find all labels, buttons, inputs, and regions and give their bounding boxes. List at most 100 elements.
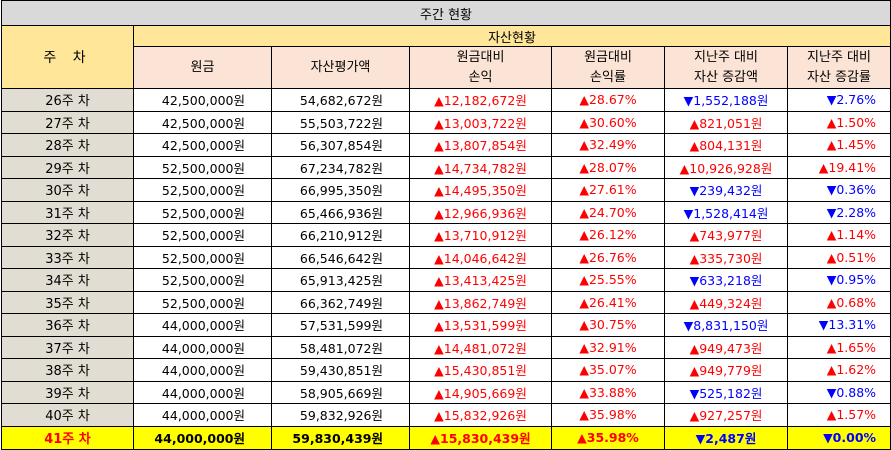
principal-cell: 42,500,000원 xyxy=(133,133,272,157)
table-row-current: 41주 차 44,000,000원 59,830,439원 ▲15,830,439원 ▲… xyxy=(1,425,891,450)
pl-rate-cell: ▲35.07% xyxy=(551,358,665,382)
table-title: 주간 현황 xyxy=(0,0,891,26)
week-cell: 37주 차 xyxy=(1,335,134,359)
weekly-change-cell: ▼525,182원 xyxy=(664,380,788,404)
pl-rate-header-line1: 원금대비 xyxy=(584,49,632,65)
week-cell: 26주 차 xyxy=(1,88,134,112)
principal-cell: 44,000,000원 xyxy=(133,403,272,427)
week-cell: 38주 차 xyxy=(1,358,134,382)
week-cell: 40주 차 xyxy=(1,403,134,427)
asset-value-cell: 58,481,072원 xyxy=(271,335,410,359)
pl-cell: ▲12,966,936원 xyxy=(409,200,552,224)
table-row: 37주 차 44,000,000원 58,481,072원 ▲14,481,072원 ▲… xyxy=(1,335,891,359)
asset-value-header: 자산평가액 xyxy=(271,46,410,89)
table-row: 32주 차 52,500,000원 66,210,912원 ▲13,710,912원 ▲… xyxy=(1,223,891,247)
weekly-change-cell: ▲804,131원 xyxy=(664,133,788,157)
week-cell: 30주 차 xyxy=(1,178,134,202)
week-column-header: 주 차 xyxy=(1,25,134,89)
pl-rate-cell: ▲28.67% xyxy=(551,88,665,112)
pl-rate-cell: ▲27.61% xyxy=(551,178,665,202)
week-cell: 35주 차 xyxy=(1,290,134,314)
table-row: 38주 차 44,000,000원 59,430,851원 ▲15,430,851원 ▲… xyxy=(1,358,891,382)
pl-header-line2: 손익 xyxy=(468,69,493,85)
pl-cell: ▲15,830,439원 xyxy=(409,425,552,450)
principal-cell: 52,500,000원 xyxy=(133,245,272,269)
weekly-change-rate-cell: ▼0.36% xyxy=(786,178,891,202)
pl-rate-cell: ▲26.41% xyxy=(551,290,665,314)
principal-cell: 44,000,000원 xyxy=(133,358,272,382)
pl-rate-cell: ▲24.70% xyxy=(551,200,665,224)
pl-rate-cell: ▲33.88% xyxy=(551,380,665,404)
weekly-change-cell: ▼633,218원 xyxy=(664,268,788,292)
pl-cell: ▲13,807,854원 xyxy=(409,133,552,157)
asset-value-cell: 67,234,782원 xyxy=(271,155,410,179)
asset-value-cell: 66,362,749원 xyxy=(271,290,410,314)
weekly-change-rate-cell: ▼0.88% xyxy=(786,380,891,404)
pl-rate-cell: ▲26.76% xyxy=(551,245,665,269)
weekly-change-rate-cell: ▲1.62% xyxy=(786,358,891,382)
asset-value-cell: 54,682,672원 xyxy=(271,88,410,112)
table-row: 29주 차 52,500,000원 67,234,782원 ▲14,734,782원 ▲… xyxy=(1,155,891,179)
principal-cell: 42,500,000원 xyxy=(133,88,272,112)
table-row: 33주 차 52,500,000원 66,546,642원 ▲14,046,642원 ▲… xyxy=(1,245,891,269)
pl-header-line1: 원금대비 xyxy=(456,49,505,65)
principal-cell: 44,000,000원 xyxy=(133,335,272,359)
principal-header: 원금 xyxy=(133,46,272,89)
asset-value-cell: 65,466,936원 xyxy=(271,200,410,224)
pl-rate-cell: ▲25.55% xyxy=(551,268,665,292)
table-row: 30주 차 52,500,000원 66,995,350원 ▲14,495,350원 ▲… xyxy=(1,178,891,202)
table-row: 40주 차 44,000,000원 59,832,926원 ▲15,832,926원 ▲… xyxy=(1,403,891,427)
week-cell: 31주 차 xyxy=(1,200,134,224)
pl-cell: ▲14,734,782원 xyxy=(409,155,552,179)
table-row: 27주 차 42,500,000원 55,503,722원 ▲13,003,722원 ▲… xyxy=(1,110,891,134)
weekly-change-rate-header-line2: 자산 증감률 xyxy=(807,69,871,85)
week-cell: 39주 차 xyxy=(1,380,134,404)
weekly-change-rate-cell: ▲1.14% xyxy=(786,223,891,247)
pl-cell: ▲13,003,722원 xyxy=(409,110,552,134)
asset-status-group-header: 자산현황 xyxy=(132,25,891,47)
principal-cell: 52,500,000원 xyxy=(133,290,272,314)
asset-value-cell: 66,546,642원 xyxy=(271,245,410,269)
pl-cell: ▲13,710,912원 xyxy=(409,223,552,247)
weekly-change-cell: ▲10,926,928원 xyxy=(664,155,788,179)
pl-cell: ▲14,905,669원 xyxy=(409,380,552,404)
asset-value-cell: 59,830,439원 xyxy=(271,425,410,450)
table-row: 31주 차 52,500,000원 65,466,936원 ▲12,966,936원 ▲… xyxy=(1,200,891,224)
weekly-change-rate-cell: ▲0.51% xyxy=(786,245,891,269)
weekly-change-cell: ▲821,051원 xyxy=(664,110,788,134)
pl-rate-cell: ▲35.98% xyxy=(551,403,665,427)
pl-cell: ▲12,182,672원 xyxy=(409,88,552,112)
week-cell: 27주 차 xyxy=(1,110,134,134)
table-row: 39주 차 44,000,000원 58,905,669원 ▲14,905,669원 ▲… xyxy=(1,380,891,404)
asset-value-cell: 65,913,425원 xyxy=(271,268,410,292)
weekly-change-cell: ▼8,831,150원 xyxy=(664,313,788,337)
principal-cell: 52,500,000원 xyxy=(133,178,272,202)
pl-rate-cell: ▲28.07% xyxy=(551,155,665,179)
pl-cell: ▲13,531,599원 xyxy=(409,313,552,337)
weekly-change-rate-cell: ▲1.45% xyxy=(786,133,891,157)
principal-cell: 42,500,000원 xyxy=(133,110,272,134)
weekly-change-rate-cell: ▼0.95% xyxy=(786,268,891,292)
pl-rate-cell: ▲26.12% xyxy=(551,223,665,247)
week-cell: 36주 차 xyxy=(1,313,134,337)
pl-rate-cell: ▲35.98% xyxy=(551,425,665,450)
weekly-change-rate-cell: ▲0.68% xyxy=(786,290,891,314)
week-cell: 34주 차 xyxy=(1,268,134,292)
weekly-change-rate-cell: ▼2.76% xyxy=(786,88,891,112)
asset-value-cell: 66,210,912원 xyxy=(271,223,410,247)
weekly-change-cell: ▼2,487원 xyxy=(664,425,788,450)
principal-cell: 52,500,000원 xyxy=(133,268,272,292)
weekly-change-cell: ▲449,324원 xyxy=(664,290,788,314)
weekly-change-rate-cell: ▼0.00% xyxy=(786,425,891,450)
weekly-change-rate-cell: ▲1.65% xyxy=(786,335,891,359)
table-row: 28주 차 42,500,000원 56,307,854원 ▲13,807,854원 ▲… xyxy=(1,133,891,157)
principal-cell: 52,500,000원 xyxy=(133,200,272,224)
pl-cell: ▲14,495,350원 xyxy=(409,178,552,202)
weekly-change-cell: ▲743,977원 xyxy=(664,223,788,247)
pl-cell: ▲14,046,642원 xyxy=(409,245,552,269)
asset-value-cell: 56,307,854원 xyxy=(271,133,410,157)
asset-value-cell: 66,995,350원 xyxy=(271,178,410,202)
pl-cell: ▲13,413,425원 xyxy=(409,268,552,292)
table-row: 34주 차 52,500,000원 65,913,425원 ▲13,413,425원 ▲… xyxy=(1,268,891,292)
